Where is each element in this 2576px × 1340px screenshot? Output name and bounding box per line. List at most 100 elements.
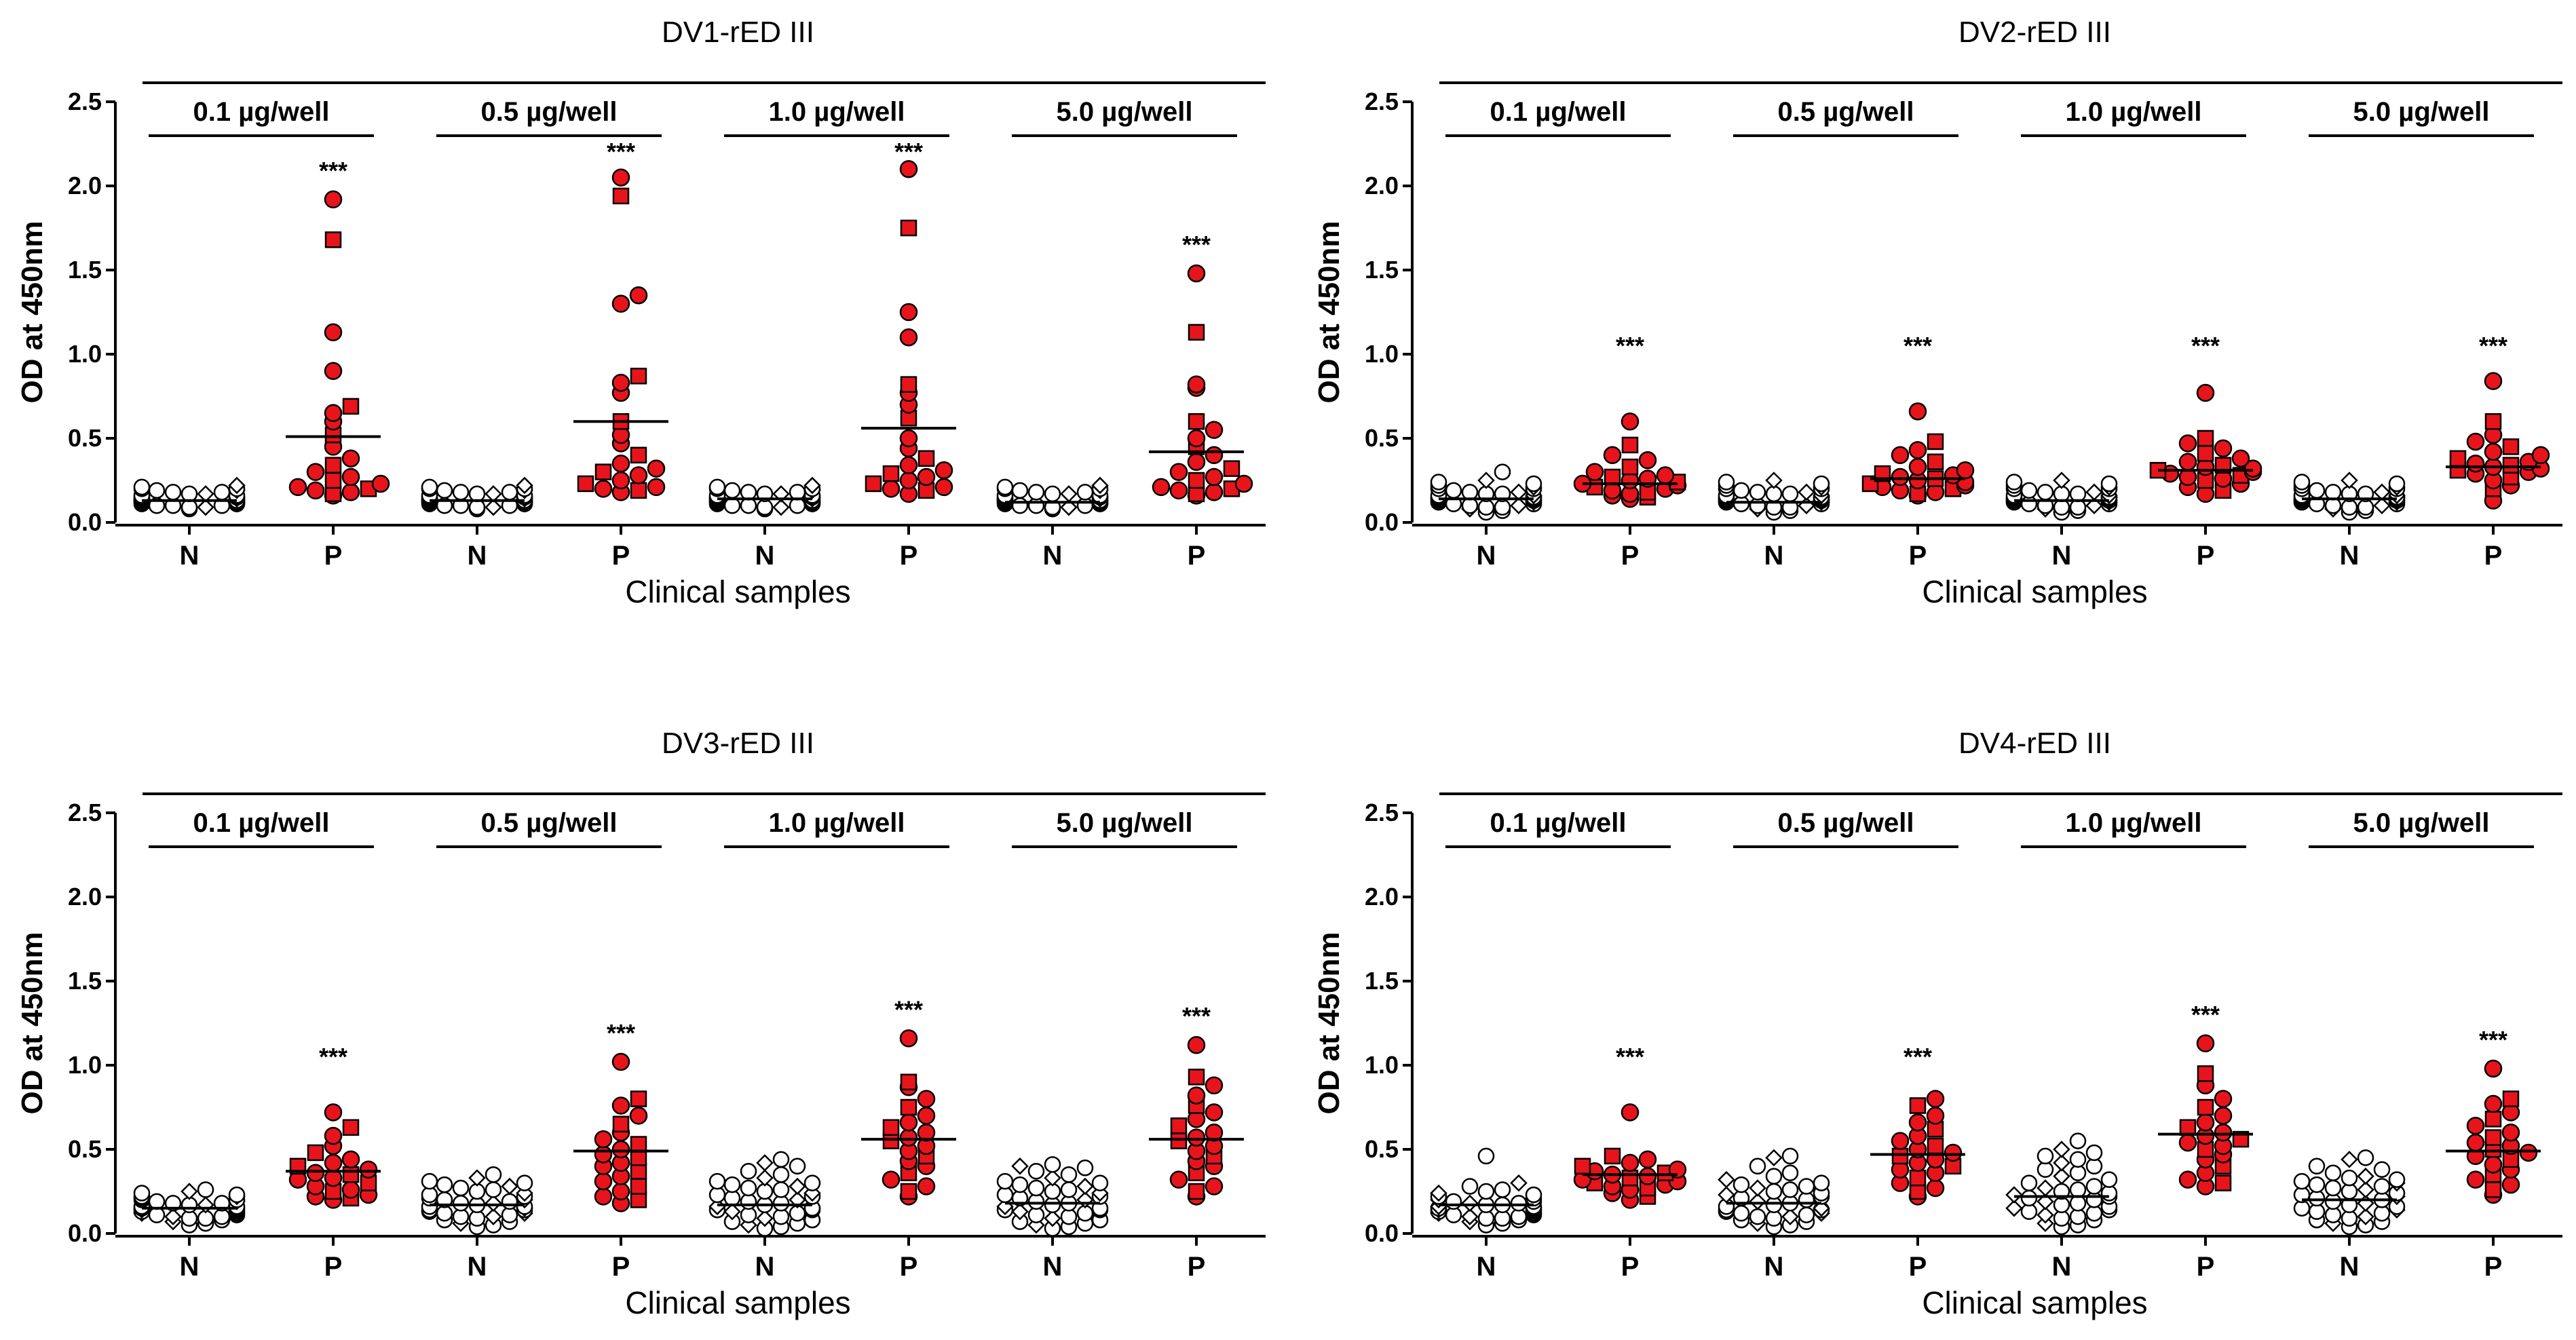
data-point — [2069, 485, 2087, 503]
data-point — [2085, 1144, 2103, 1162]
data-point — [740, 1179, 757, 1197]
data-point — [2373, 1178, 2391, 1195]
data-point — [1908, 441, 1927, 459]
data-point — [1091, 476, 1109, 495]
significance-label: *** — [1903, 1043, 1932, 1071]
y-tick-label: 1.5 — [1365, 256, 1399, 284]
data-point — [1510, 497, 1528, 514]
data-point — [1461, 1178, 1479, 1195]
data-point — [2341, 1151, 2358, 1168]
data-point — [1926, 1179, 1945, 1198]
y-axis-label: OD at 450nm — [1312, 221, 1346, 404]
data-point — [899, 1128, 918, 1147]
data-point — [501, 484, 518, 501]
data-point — [1891, 446, 1910, 465]
data-point — [2214, 1107, 2233, 1125]
data-point — [1749, 1179, 1766, 1197]
data-point — [436, 482, 453, 499]
data-point — [629, 286, 648, 305]
y-tick-label: 2.0 — [68, 883, 102, 911]
data-point — [452, 484, 470, 501]
data-point — [723, 1176, 741, 1193]
y-tick-label: 2.0 — [1365, 883, 1399, 911]
data-point — [594, 1145, 613, 1164]
data-point — [630, 1178, 647, 1195]
data-point — [2197, 1098, 2214, 1116]
data-point — [900, 219, 917, 237]
data-point — [1574, 1157, 1591, 1175]
data-point — [611, 454, 630, 473]
data-point — [1765, 1183, 1783, 1200]
data-point — [324, 472, 342, 489]
data-point — [1169, 481, 1188, 500]
data-point — [1798, 1178, 1815, 1195]
x-tick-label: P — [324, 541, 343, 571]
x-tick-label: P — [1188, 541, 1206, 571]
group-label: 5.0 µg/well — [1057, 808, 1193, 838]
data-point — [2449, 450, 2467, 467]
data-point — [611, 471, 630, 490]
data-point — [917, 1177, 936, 1195]
data-point — [1205, 1103, 1224, 1122]
data-point — [1044, 1156, 1061, 1173]
data-point — [2293, 474, 2311, 491]
data-point — [2501, 1123, 2520, 1142]
data-point — [1525, 475, 1542, 493]
data-point — [899, 1029, 918, 1048]
data-point — [899, 429, 918, 448]
data-point — [2357, 1149, 2374, 1166]
group-label: 0.1 µg/well — [193, 97, 330, 127]
data-point — [1091, 1174, 1109, 1191]
data-point — [772, 1151, 790, 1168]
data-point — [882, 1170, 901, 1189]
data-point — [611, 1140, 630, 1159]
data-point — [1188, 1183, 1205, 1200]
data-point — [647, 459, 666, 478]
data-point — [307, 1144, 324, 1162]
significance-label: *** — [2479, 1026, 2507, 1054]
data-point — [1749, 1208, 1766, 1225]
panel-title: DV3-rED III — [662, 727, 814, 760]
x-tick-label: N — [2052, 541, 2072, 571]
x-tick-label: N — [2340, 1252, 2360, 1282]
data-point — [324, 457, 342, 474]
data-point — [899, 159, 918, 178]
data-point — [1638, 1167, 1657, 1185]
data-point — [1188, 413, 1205, 430]
y-tick-label: 0.0 — [68, 508, 102, 536]
data-point — [1813, 475, 1830, 493]
panel-1: DV1-rED III 0.0 0.5 1.0 1.5 2.0 2.5 OD at 450nm… — [16, 16, 1266, 609]
data-point — [611, 168, 630, 187]
data-point — [723, 1202, 741, 1221]
data-point — [1205, 446, 1224, 465]
group-label: 5.0 µg/well — [2353, 97, 2490, 127]
data-point — [899, 328, 918, 347]
data-point — [2100, 475, 2118, 493]
significance-label: *** — [319, 157, 347, 185]
x-tick-label: P — [1188, 1252, 1206, 1282]
x-tick-label: N — [1043, 541, 1063, 571]
data-point — [2502, 457, 2520, 474]
y-tick-label: 0.5 — [1365, 424, 1399, 452]
data-point — [1927, 453, 1944, 470]
y-tick-label: 0.5 — [68, 1135, 102, 1163]
data-point — [1926, 1107, 1945, 1125]
data-point — [1152, 478, 1171, 497]
data-point — [899, 1113, 918, 1132]
x-axis-label: Clinical samples — [625, 1285, 850, 1320]
data-point — [288, 478, 307, 497]
data-point — [2214, 1123, 2233, 1142]
data-point — [1044, 1169, 1061, 1187]
data-point — [900, 1183, 917, 1200]
data-point — [882, 465, 900, 482]
data-point — [2037, 1179, 2054, 1197]
data-point — [2519, 1143, 2538, 1162]
data-point — [2373, 497, 2391, 514]
data-point — [1060, 1181, 1078, 1198]
data-point — [1525, 1186, 1542, 1204]
data-point — [772, 1166, 790, 1183]
data-point — [1011, 1176, 1029, 1193]
data-point — [516, 1174, 533, 1191]
data-point — [1076, 1160, 1094, 1176]
data-point — [341, 467, 360, 486]
